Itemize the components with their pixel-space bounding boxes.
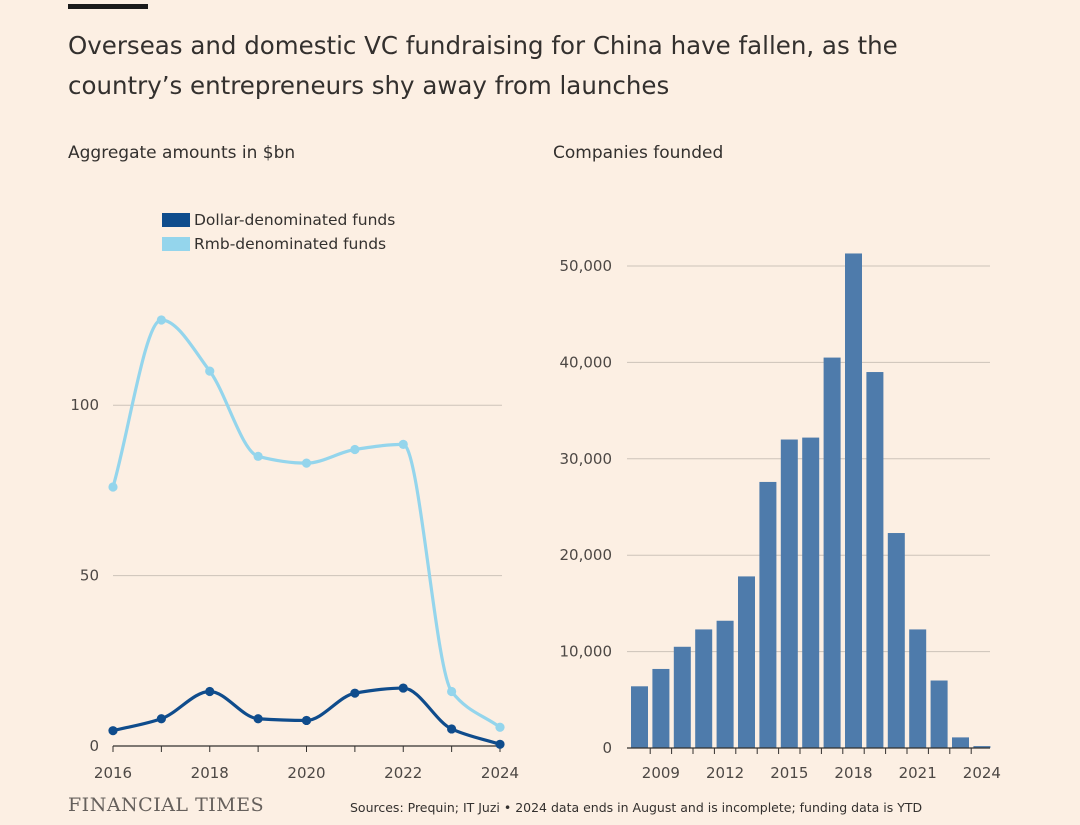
bar-chart-ytick: 50,000 (560, 257, 613, 275)
bar (780, 439, 798, 748)
bar-chart-ytick: 10,000 (560, 643, 613, 661)
series-point (350, 688, 360, 698)
bar (695, 629, 713, 748)
series-point (205, 686, 215, 697)
series-point (350, 444, 360, 455)
bar (716, 620, 734, 748)
line-chart-legend: Dollar-denominated funds Rmb-denominated … (162, 211, 395, 253)
series-point (495, 722, 505, 732)
bar (759, 481, 777, 748)
bar (631, 686, 648, 748)
bar (802, 437, 820, 748)
series-point (108, 482, 118, 492)
bar (930, 680, 948, 748)
bar (952, 737, 969, 748)
bar (866, 372, 884, 748)
right-chart-title: Companies founded (553, 143, 724, 163)
bar (823, 357, 841, 748)
line-chart-xtick: 2020 (287, 764, 325, 782)
line-chart-xtick: 2016 (94, 764, 132, 782)
left-chart-title: Aggregate amounts in $bn (68, 143, 296, 163)
line-chart-series (108, 315, 505, 749)
bar (738, 576, 755, 748)
bar-chart-ytick: 0 (602, 739, 612, 757)
series-point (156, 315, 166, 325)
bar-chart-xtick: 2012 (706, 764, 744, 782)
line-chart-xtick: 2018 (191, 764, 229, 782)
bar-chart-ytick: 20,000 (560, 546, 613, 564)
ft-logo: FINANCIAL TIMES (68, 794, 265, 816)
bar-chart-xtick: 2015 (770, 764, 808, 782)
series-point (301, 715, 312, 726)
bar-chart-xtick: 2009 (642, 764, 680, 782)
line-chart-xtick: 2022 (384, 764, 422, 782)
bar (909, 629, 927, 748)
bar-chart-ytick: 30,000 (560, 450, 613, 468)
series-point (253, 714, 263, 724)
line-chart-xtick: 2024 (481, 764, 519, 782)
legend-label: Dollar-denominated funds (194, 211, 395, 229)
line-chart-ytick: 100 (70, 396, 99, 414)
bar (887, 533, 905, 748)
series-point (301, 458, 312, 468)
bar (673, 646, 691, 748)
bar-chart-bars (627, 253, 991, 749)
bar-chart-ticks: 0 10,000 20,000 30,000 40,000 50,000 2009 2012 2… (560, 257, 1001, 782)
line-chart-ytick: 50 (80, 567, 99, 585)
bar-chart-xtick: 2018 (834, 764, 872, 782)
bar-chart-ytick: 40,000 (560, 353, 613, 371)
source-note: Sources: Prequin; IT Juzi • 2024 data en… (350, 800, 923, 815)
legend-swatch (162, 237, 190, 251)
chart-title: Overseas and domestic VC fundraising for… (68, 31, 898, 100)
series-point (398, 683, 408, 693)
series-point (495, 739, 505, 749)
series-point (205, 366, 215, 376)
series-point (156, 714, 166, 724)
bar (845, 253, 862, 748)
series-line (111, 318, 502, 729)
series-point (253, 451, 263, 461)
bar (652, 668, 670, 748)
series-point (447, 724, 457, 734)
brand-bar (68, 4, 148, 9)
line-chart-ticks: 0 50 100 2016 2018 2020 2022 2024 (70, 396, 519, 782)
legend-label: Rmb-denominated funds (194, 235, 386, 253)
bar (973, 746, 991, 748)
line-chart-ytick: 0 (89, 737, 99, 755)
series-point (398, 439, 408, 449)
bar-chart-xtick: 2024 (963, 764, 1001, 782)
bar-chart-xtick: 2021 (899, 764, 937, 782)
legend-swatch (162, 213, 190, 227)
series-point (447, 686, 457, 697)
series-point (108, 726, 118, 736)
line-chart-grid (113, 404, 502, 747)
